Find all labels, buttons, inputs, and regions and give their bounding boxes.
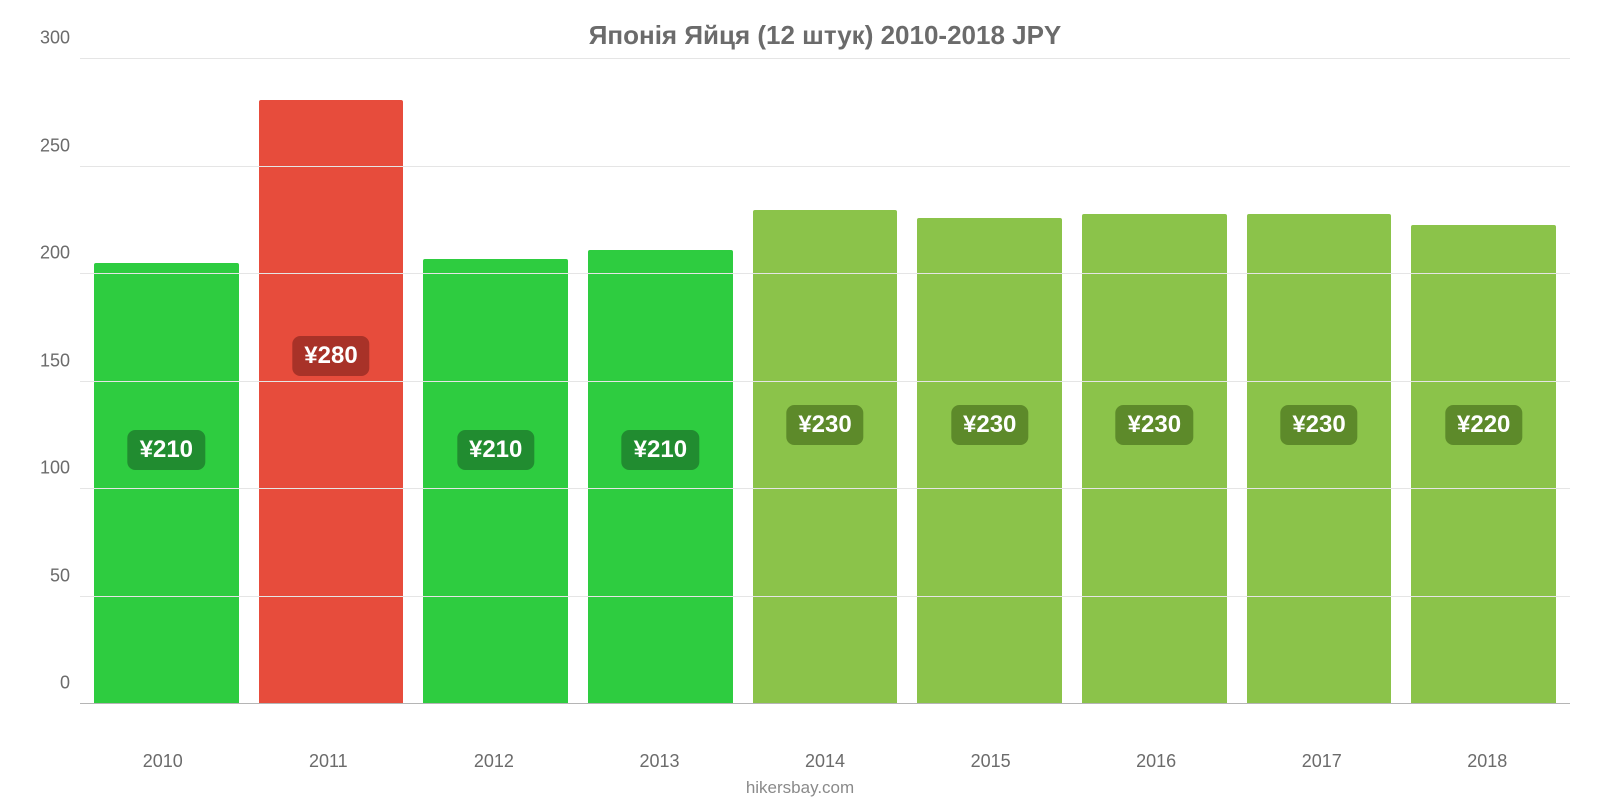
bar-value-label: ¥230 xyxy=(951,405,1028,445)
gridline xyxy=(80,703,1570,704)
y-tick-label: 150 xyxy=(20,350,80,371)
y-tick-label: 200 xyxy=(20,243,80,264)
bar-slot: ¥210 xyxy=(84,59,249,704)
bar: ¥230 xyxy=(1082,214,1227,704)
x-tick-label: 2010 xyxy=(80,751,246,772)
plot-area: ¥210¥280¥210¥210¥230¥230¥230¥230¥220 050… xyxy=(80,59,1570,704)
x-axis: 201020112012201320142015201620172018 xyxy=(80,751,1570,772)
chart-title: Японія Яйця (12 штук) 2010-2018 JPY xyxy=(80,20,1570,51)
x-tick-label: 2017 xyxy=(1239,751,1405,772)
bar: ¥210 xyxy=(588,250,733,704)
bar: ¥230 xyxy=(1247,214,1392,704)
gridline xyxy=(80,596,1570,597)
bars-row: ¥210 ¥280 ¥210 ¥210 ¥230 ¥230 ¥230 ¥230 ¥220 xyxy=(80,59,1570,704)
x-tick-label: 2014 xyxy=(742,751,908,772)
x-tick-label: 2016 xyxy=(1073,751,1239,772)
bar-value-label: ¥230 xyxy=(786,405,863,445)
bar: ¥230 xyxy=(917,218,1062,704)
bar: ¥210 xyxy=(423,259,568,704)
bar-value-label: ¥220 xyxy=(1445,405,1522,445)
x-tick-label: 2012 xyxy=(411,751,577,772)
bar-slot: ¥220 xyxy=(1401,59,1566,704)
gridline xyxy=(80,166,1570,167)
bar: ¥230 xyxy=(753,210,898,705)
bar-slot: ¥230 xyxy=(907,59,1072,704)
x-tick-label: 2018 xyxy=(1405,751,1571,772)
bar-value-label: ¥230 xyxy=(1116,405,1193,445)
x-tick-label: 2013 xyxy=(577,751,743,772)
bar-slot: ¥230 xyxy=(1237,59,1402,704)
y-tick-label: 250 xyxy=(20,135,80,156)
y-tick-label: 50 xyxy=(20,565,80,586)
chart-container: Японія Яйця (12 штук) 2010-2018 JPY ¥210… xyxy=(0,0,1600,800)
bar-slot: ¥210 xyxy=(413,59,578,704)
gridline xyxy=(80,58,1570,59)
bar-value-label: ¥230 xyxy=(1280,405,1357,445)
bar-value-label: ¥210 xyxy=(622,430,699,470)
y-tick-label: 100 xyxy=(20,458,80,479)
y-tick-label: 300 xyxy=(20,28,80,49)
bar-value-label: ¥210 xyxy=(457,430,534,470)
bar-slot: ¥230 xyxy=(1072,59,1237,704)
gridline xyxy=(80,488,1570,489)
bar-slot: ¥210 xyxy=(578,59,743,704)
credit-text: hikersbay.com xyxy=(0,778,1600,798)
bar: ¥220 xyxy=(1411,225,1556,704)
gridline xyxy=(80,273,1570,274)
x-tick-label: 2015 xyxy=(908,751,1074,772)
y-tick-label: 0 xyxy=(20,673,80,694)
bar-slot: ¥280 xyxy=(249,59,414,704)
bar-slot: ¥230 xyxy=(743,59,908,704)
bar: ¥210 xyxy=(94,263,239,704)
bar: ¥280 xyxy=(259,100,404,704)
gridline xyxy=(80,381,1570,382)
x-tick-label: 2011 xyxy=(246,751,412,772)
bar-value-label: ¥280 xyxy=(292,336,369,376)
bar-value-label: ¥210 xyxy=(128,430,205,470)
